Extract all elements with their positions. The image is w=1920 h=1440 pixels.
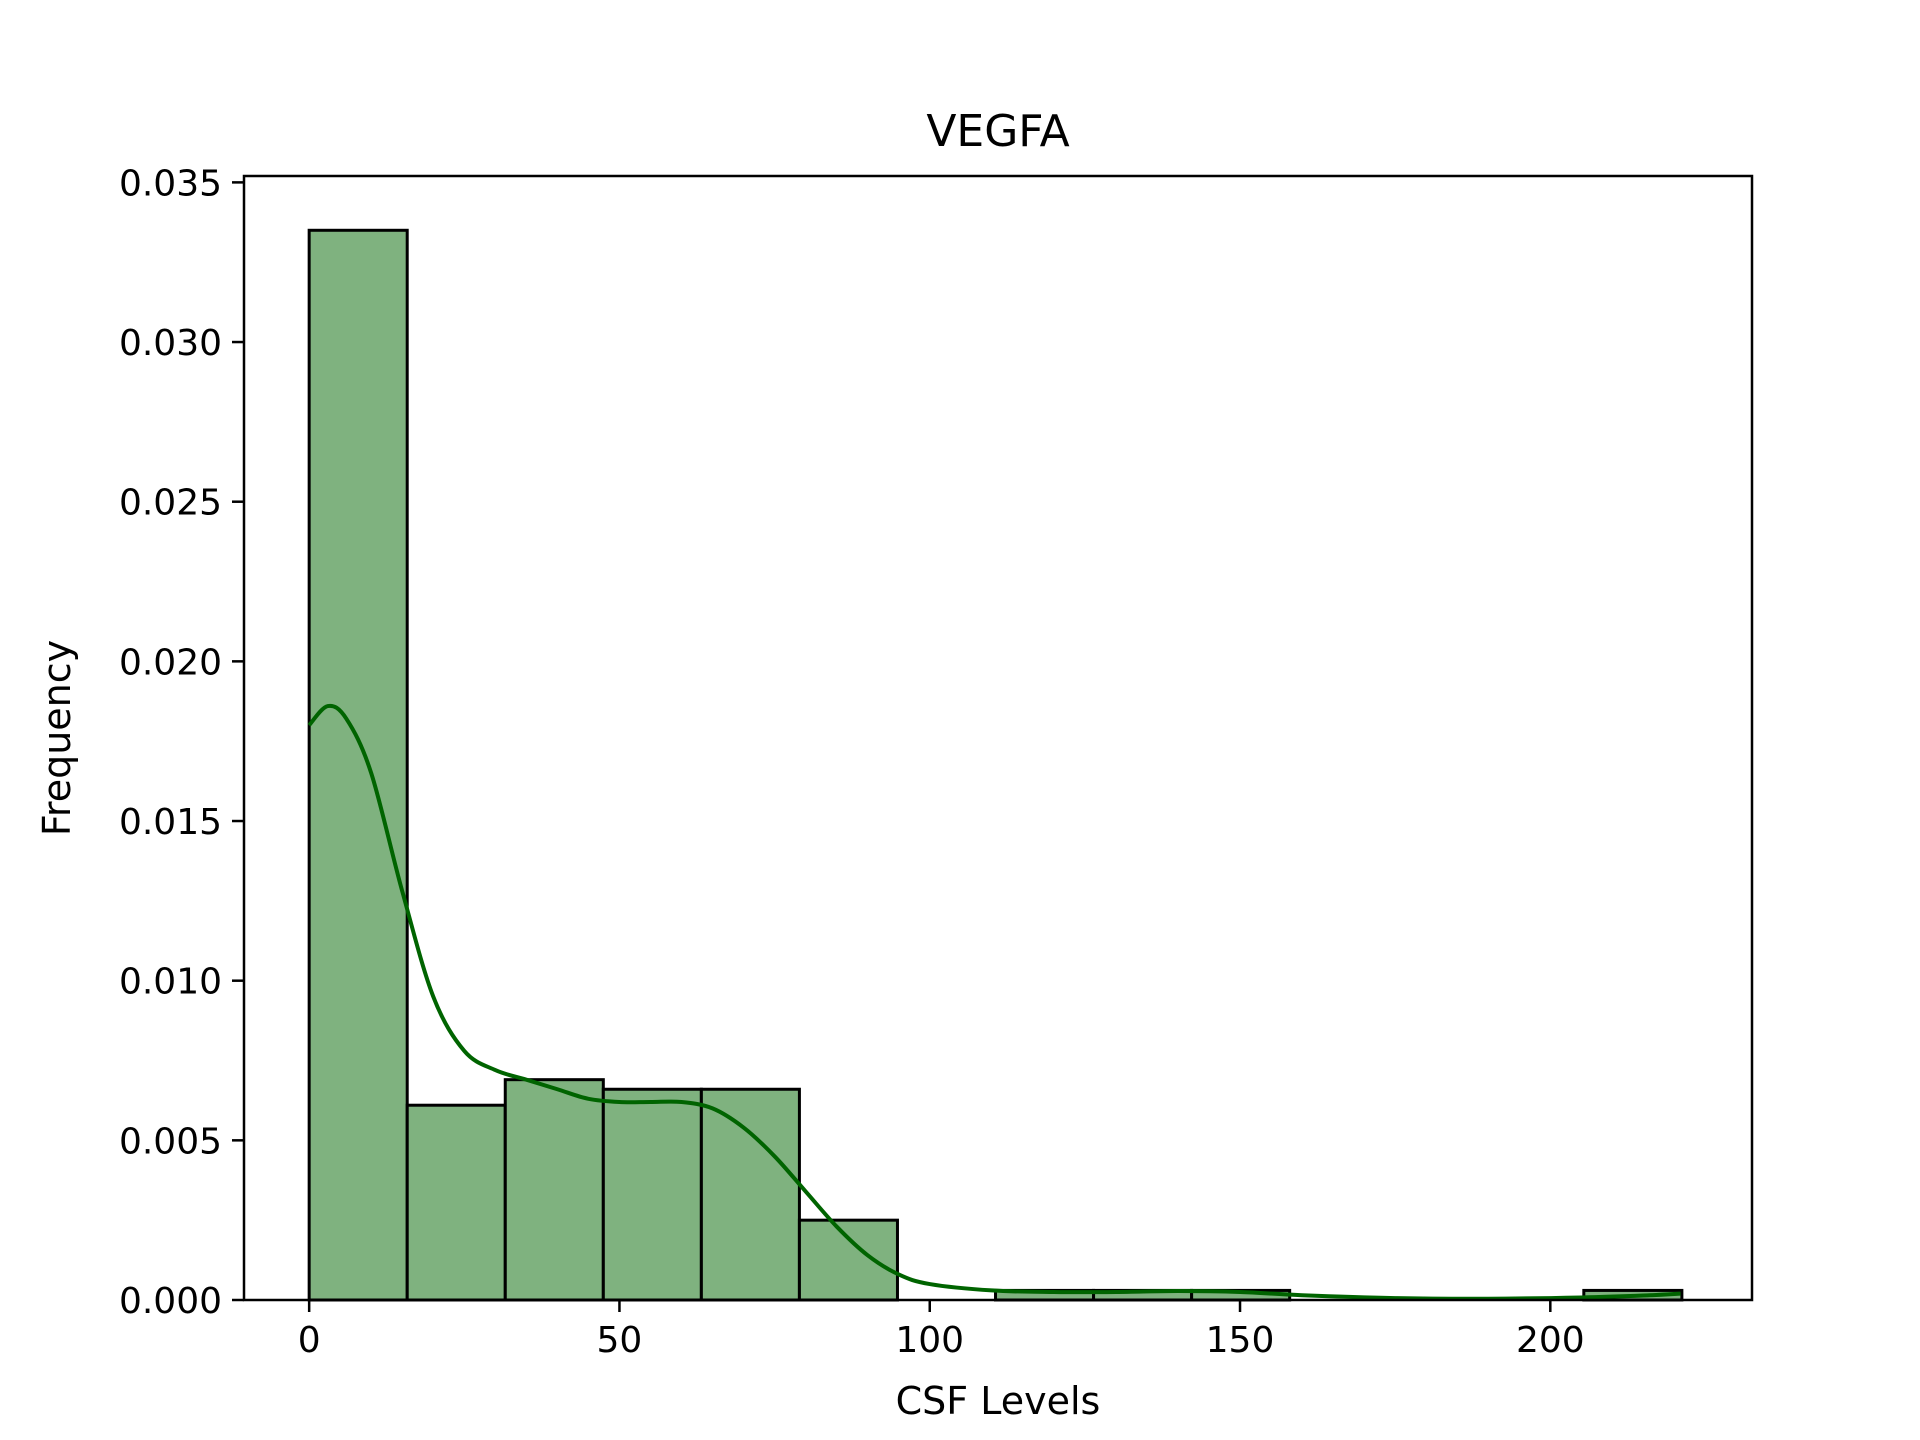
histogram-bar — [699, 1087, 801, 1302]
y-tick-label: 0.005 — [119, 1121, 222, 1162]
x-tick-label: 100 — [895, 1320, 964, 1361]
histogram-bar — [797, 1218, 899, 1302]
histogram-bar — [307, 228, 409, 1302]
x-tick-label: 150 — [1206, 1320, 1275, 1361]
histogram-bar — [405, 1103, 507, 1302]
y-tick-label: 0.035 — [119, 163, 222, 204]
histogram-bars — [307, 228, 1684, 1302]
y-tick-label: 0.030 — [119, 323, 222, 364]
y-tick-label: 0.010 — [119, 962, 222, 1003]
y-axis-ticks: 0.000 0.005 0.010 0.015 0.020 0.025 0.030 0.035 — [119, 163, 244, 1322]
x-axis-ticks: 0 50 100 150 200 — [298, 1300, 1585, 1361]
x-axis-label: CSF Levels — [896, 1379, 1101, 1423]
y-tick-label: 0.020 — [119, 642, 222, 683]
y-tick-label: 0.015 — [119, 802, 222, 843]
y-tick-label: 0.000 — [119, 1281, 222, 1322]
x-tick-label: 0 — [298, 1320, 321, 1361]
y-tick-label: 0.025 — [119, 483, 222, 524]
chart-title: VEGFA — [926, 106, 1069, 157]
histogram-bar — [503, 1078, 605, 1302]
axes-frame — [242, 174, 1754, 1302]
x-tick-label: 50 — [597, 1320, 643, 1361]
y-axis-label: Frequency — [35, 640, 79, 836]
x-tick-label: 200 — [1516, 1320, 1585, 1361]
kde-curve — [307, 703, 1681, 1301]
histogram-bar — [601, 1087, 703, 1302]
